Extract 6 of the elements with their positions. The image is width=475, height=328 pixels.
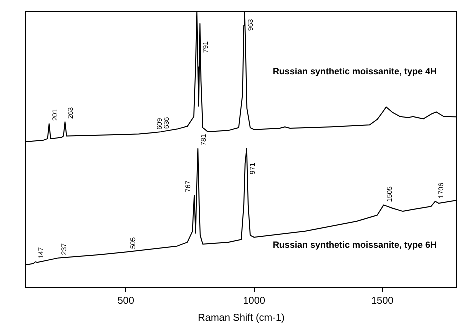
x-tick-label: 1500 — [371, 296, 394, 307]
x-tick-label: 1000 — [243, 296, 266, 307]
x-axis-title: Raman Shift (cm-1) — [198, 312, 285, 324]
series-label: Russian synthetic moissanite, type 6H — [272, 240, 437, 250]
x-tick-label: 500 — [118, 296, 135, 307]
text: Russian synthetic moissanite, type 4H — [272, 66, 437, 77]
